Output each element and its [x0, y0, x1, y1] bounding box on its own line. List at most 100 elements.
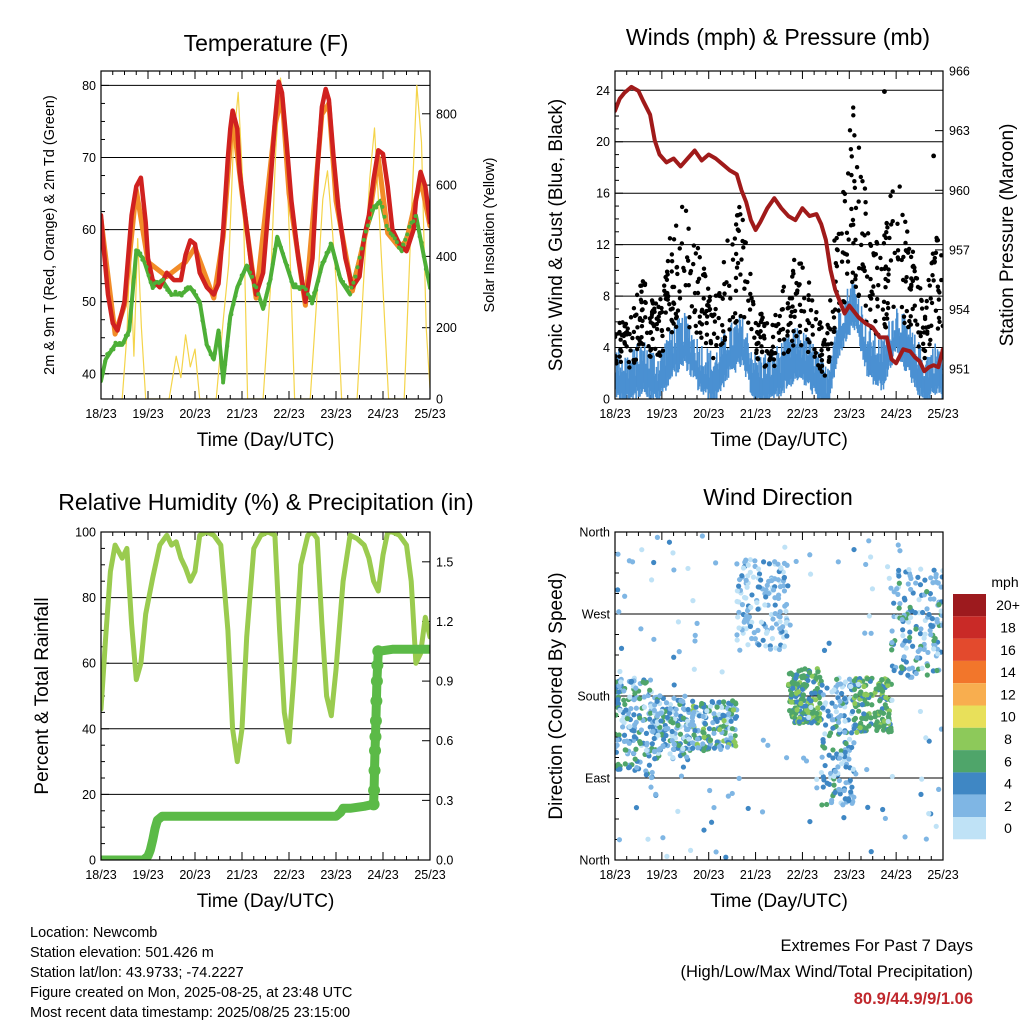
winds-ytick-right-label: 954 — [949, 303, 970, 317]
winds-xtick-label: 24/23 — [881, 407, 912, 421]
direction-point — [783, 608, 789, 615]
direction-point — [663, 700, 670, 706]
gust-point — [791, 257, 797, 263]
colorbar-swatch — [953, 750, 986, 773]
gust-point — [874, 265, 880, 271]
direction-point — [730, 698, 736, 704]
direction-point — [841, 787, 847, 794]
gust-point — [886, 267, 891, 272]
gust-point — [928, 337, 933, 343]
humidity-xtick-label: 19/23 — [132, 868, 163, 882]
direction-point — [794, 681, 800, 687]
gust-point — [936, 315, 942, 321]
direction-point — [615, 749, 619, 755]
direction-point — [830, 755, 836, 761]
gust-point — [876, 282, 881, 288]
gust-point — [667, 236, 673, 241]
dewpoint-point — [374, 205, 379, 210]
gust-point — [674, 264, 680, 270]
gust-point — [630, 335, 635, 341]
gust-point — [884, 312, 889, 317]
direction-point — [690, 598, 696, 604]
direction-point — [858, 720, 864, 726]
direction-point — [760, 637, 766, 643]
direction-point — [836, 727, 843, 733]
gust-point — [722, 335, 728, 340]
direction-point — [882, 815, 888, 822]
direction-point — [918, 626, 924, 632]
gust-point — [918, 333, 923, 339]
dewpoint-point — [392, 236, 397, 241]
gust-point — [794, 290, 800, 296]
direction-point — [854, 729, 860, 736]
gust-point — [924, 298, 929, 304]
dewpoint-point — [293, 282, 298, 287]
direction-point — [700, 713, 706, 720]
gust-point — [851, 240, 856, 246]
gust-point — [655, 352, 660, 357]
direction-point — [821, 745, 828, 751]
direction-point — [805, 677, 811, 684]
winds-ylabel-right: Station Pressure (Maroon) — [997, 124, 1018, 347]
dewpoint-point — [405, 232, 410, 237]
direction-point — [760, 559, 767, 565]
gust-point — [754, 341, 759, 347]
gust-point — [884, 316, 890, 321]
dewpoint-point — [355, 265, 360, 270]
direction-point — [853, 693, 859, 699]
winds-ytick-right-label: 951 — [949, 363, 970, 377]
direction-point — [685, 706, 691, 713]
direction-point — [622, 701, 628, 708]
colorbar-label: 18 — [1000, 619, 1016, 635]
gust-point — [780, 288, 785, 294]
gust-point — [852, 185, 858, 191]
direction-point — [796, 668, 802, 674]
direction-point — [837, 787, 843, 793]
direction-point — [755, 606, 761, 612]
direction-point — [840, 802, 846, 808]
precipitation-point — [372, 645, 385, 658]
direction-point — [925, 649, 931, 656]
direction-point — [684, 754, 690, 760]
gust-point — [631, 329, 637, 335]
direction-point — [764, 629, 770, 635]
dewpoint-point — [150, 286, 155, 291]
gust-point — [746, 320, 751, 325]
colorbar-swatch — [953, 794, 986, 817]
winds-xlabel: Time (Day/UTC) — [710, 430, 848, 451]
direction-point — [903, 645, 909, 651]
colorbar-swatch — [953, 638, 986, 661]
direction-point — [894, 586, 900, 592]
direction-point — [924, 663, 931, 669]
dewpoint-point — [399, 247, 404, 252]
gust-point — [660, 348, 666, 353]
direction-point — [743, 557, 749, 563]
gust-point — [850, 270, 856, 275]
direction-point — [740, 565, 747, 571]
direction-point — [755, 566, 762, 572]
dewpoint-point — [161, 277, 166, 282]
gust-point — [704, 320, 709, 326]
gust-point — [725, 238, 730, 243]
gust-point — [618, 337, 623, 342]
direction-point — [655, 732, 661, 738]
gust-point — [895, 221, 900, 226]
direction-point — [801, 755, 807, 761]
direction-point — [745, 805, 751, 812]
direction-point — [917, 631, 924, 637]
humidity-xlabel: Time (Day/UTC) — [197, 891, 335, 912]
gust-point — [797, 302, 803, 308]
direction-point — [667, 701, 674, 708]
direction-point — [736, 583, 742, 589]
direction-point — [632, 722, 638, 728]
direction-point — [776, 613, 782, 619]
dewpoint-point — [163, 284, 168, 289]
gust-point — [669, 317, 674, 323]
direction-point — [724, 744, 731, 750]
direction-point — [651, 707, 657, 714]
gust-point — [789, 309, 795, 315]
direction-point — [868, 849, 874, 855]
direction-point — [896, 580, 902, 586]
direction-point — [831, 773, 837, 779]
colorbar-label: 8 — [1004, 731, 1012, 747]
